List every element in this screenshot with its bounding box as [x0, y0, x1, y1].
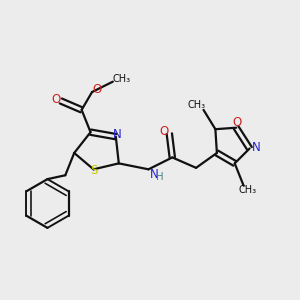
Text: CH₃: CH₃ — [187, 100, 205, 110]
Text: O: O — [52, 93, 61, 106]
Text: O: O — [159, 125, 169, 138]
Text: S: S — [90, 164, 98, 177]
Text: O: O — [232, 116, 242, 130]
Text: N: N — [149, 168, 158, 181]
Text: CH₃: CH₃ — [113, 74, 131, 84]
Text: O: O — [92, 83, 102, 97]
Text: N: N — [113, 128, 122, 141]
Text: N: N — [252, 141, 260, 154]
Text: CH₃: CH₃ — [238, 185, 256, 195]
Text: H: H — [156, 172, 164, 182]
